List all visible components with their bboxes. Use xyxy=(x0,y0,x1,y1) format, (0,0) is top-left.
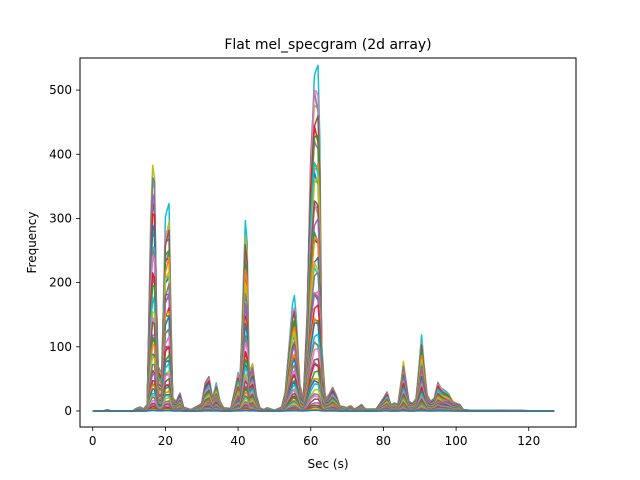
x-tick-label: 0 xyxy=(89,434,97,448)
x-tick-label: 120 xyxy=(517,434,540,448)
y-tick-label: 200 xyxy=(49,276,72,290)
y-tick-label: 100 xyxy=(49,340,72,354)
y-axis-label: Frequency xyxy=(25,212,39,274)
x-tick-label: 40 xyxy=(230,434,245,448)
x-axis-label: Sec (s) xyxy=(307,457,348,471)
x-tick-label: 20 xyxy=(158,434,173,448)
series-group xyxy=(92,64,555,412)
series-line-0 xyxy=(92,409,555,412)
x-tick-label: 80 xyxy=(376,434,391,448)
x-axis: 0 20 40 60 80 100 120 xyxy=(89,427,540,448)
y-axis: 0 100 200 300 400 500 xyxy=(49,83,80,418)
y-tick-label: 400 xyxy=(49,147,72,161)
y-tick-label: 300 xyxy=(49,211,72,225)
y-tick-label: 500 xyxy=(49,83,72,97)
y-tick-label: 0 xyxy=(64,404,72,418)
plot-frame xyxy=(79,57,577,428)
chart-title: Flat mel_specgram (2d array) xyxy=(224,37,431,53)
x-tick-label: 60 xyxy=(303,434,318,448)
x-tick-label: 100 xyxy=(445,434,468,448)
